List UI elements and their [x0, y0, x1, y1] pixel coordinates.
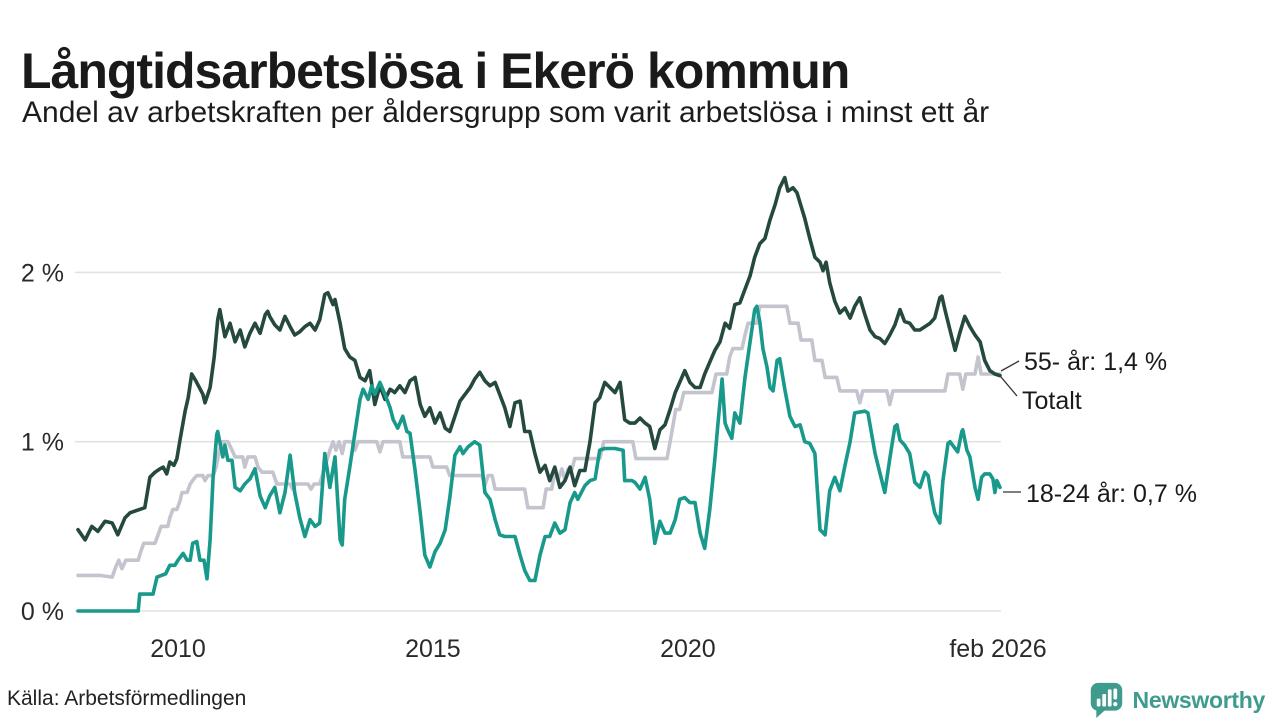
y-axis-label-0: 0 % — [21, 598, 64, 626]
source-note: Källa: Arbetsförmedlingen — [7, 687, 247, 710]
chart-title: Långtidsarbetslösa i Ekerö kommun — [21, 42, 850, 99]
annotation-leader-lines — [1000, 360, 1021, 493]
brand-name: Newsworthy — [1132, 686, 1266, 713]
x-axis-label-1: 2015 — [405, 635, 461, 663]
y-axis-label-2: 2 % — [21, 259, 64, 287]
annotations-group: Totalt 55- år: 1,4 % 18-24 år: 0,7 % — [1022, 348, 1197, 508]
brand-logo: Newsworthy — [1088, 681, 1265, 719]
y-axis-label-1: 1 % — [21, 429, 64, 457]
series-annotation-18-24 år: 18-24 år: 0,7 % — [1026, 480, 1197, 508]
chart-subtitle: Andel av arbetskraften per åldersgrupp s… — [22, 96, 990, 129]
series-annotation-Totalt: Totalt — [1022, 387, 1082, 415]
x-axis-label-3: feb 2026 — [949, 635, 1046, 663]
leader-line-total — [1000, 376, 1018, 397]
x-axis-label-0: 2010 — [150, 635, 206, 663]
series-lines-group — [76, 175, 1002, 613]
newsworthy-logo-icon — [1090, 682, 1122, 719]
x-axis-label-2: 2020 — [660, 635, 716, 663]
series-line-55- år — [76, 175, 1002, 542]
series-line-18-24 år — [76, 304, 1002, 613]
series-annotation-55- år: 55- år: 1,4 % — [1024, 348, 1167, 376]
leader-line-55 — [1000, 360, 1020, 372]
series-line-Totalt — [76, 304, 1002, 579]
x-axis-ticks-group: 2010 2015 2020 feb 2026 — [150, 635, 1046, 663]
